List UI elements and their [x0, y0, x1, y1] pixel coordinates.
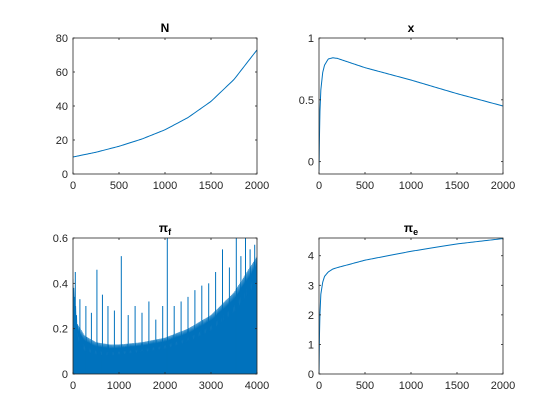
y-tick-label: 0.5 [299, 95, 314, 107]
x-tick-label: 500 [110, 180, 128, 192]
series-line-1 [73, 49, 257, 158]
x-tick-label: 3000 [199, 380, 223, 392]
x-tick-label: 1000 [153, 180, 177, 192]
y-tick-label: 0 [308, 157, 314, 169]
y-tick-label: 1 [308, 339, 314, 351]
x-tick-label: 2000 [245, 180, 269, 192]
area-base-fill [73, 283, 257, 374]
y-tick-label: 0 [62, 169, 68, 181]
plot-area [73, 238, 257, 374]
x-tick-label: 1500 [445, 380, 469, 392]
x-tick-label: 0 [316, 380, 322, 392]
plot-area [319, 57, 503, 172]
x-tick-label: 1000 [107, 380, 131, 392]
y-tick-label: 3 [308, 280, 314, 292]
y-tick-label: 20 [56, 135, 68, 147]
x-tick-label: 2000 [491, 180, 515, 192]
y-tick-label: 2 [308, 310, 314, 322]
subplot-title: x [408, 21, 415, 35]
subplot-2: 0 500 1000 1500 2000 0 0.5 1 x [299, 21, 516, 192]
y-tick-label: 4 [308, 251, 314, 263]
subplot-title-subscript: f [168, 227, 172, 237]
series-line-1 [319, 238, 503, 374]
x-tick-label: 2000 [153, 380, 177, 392]
subplot-1: 0 500 1000 1500 2000 0 20 40 60 80 N [56, 21, 269, 192]
y-tick-label: 0.2 [53, 324, 68, 336]
series-line-1 [319, 57, 503, 172]
y-tick-label: 60 [56, 67, 68, 79]
y-tick-label: 80 [56, 33, 68, 45]
y-tick-label: 40 [56, 101, 68, 113]
x-tick-label: 1000 [399, 380, 423, 392]
y-tick-label: 0 [308, 369, 314, 381]
y-tick-label: 1 [308, 33, 314, 45]
plot-area [73, 49, 257, 158]
x-tick-label: 500 [356, 380, 374, 392]
x-tick-label: 2000 [491, 380, 515, 392]
subplot-title-subscript: e [413, 227, 418, 237]
x-tick-label: 1500 [445, 180, 469, 192]
x-tick-label: 0 [316, 180, 322, 192]
x-tick-label: 1500 [199, 180, 223, 192]
x-tick-label: 1000 [399, 180, 423, 192]
plot-area [319, 238, 503, 374]
subplot-title: N [161, 21, 170, 35]
x-tick-label: 0 [70, 180, 76, 192]
y-tick-label: 0.4 [53, 278, 68, 290]
x-tick-label: 500 [356, 180, 374, 192]
x-tick-label: 0 [70, 380, 76, 392]
y-tick-label: 0 [62, 369, 68, 381]
y-tick-label: 0.6 [53, 233, 68, 245]
x-tick-label: 4000 [245, 380, 269, 392]
